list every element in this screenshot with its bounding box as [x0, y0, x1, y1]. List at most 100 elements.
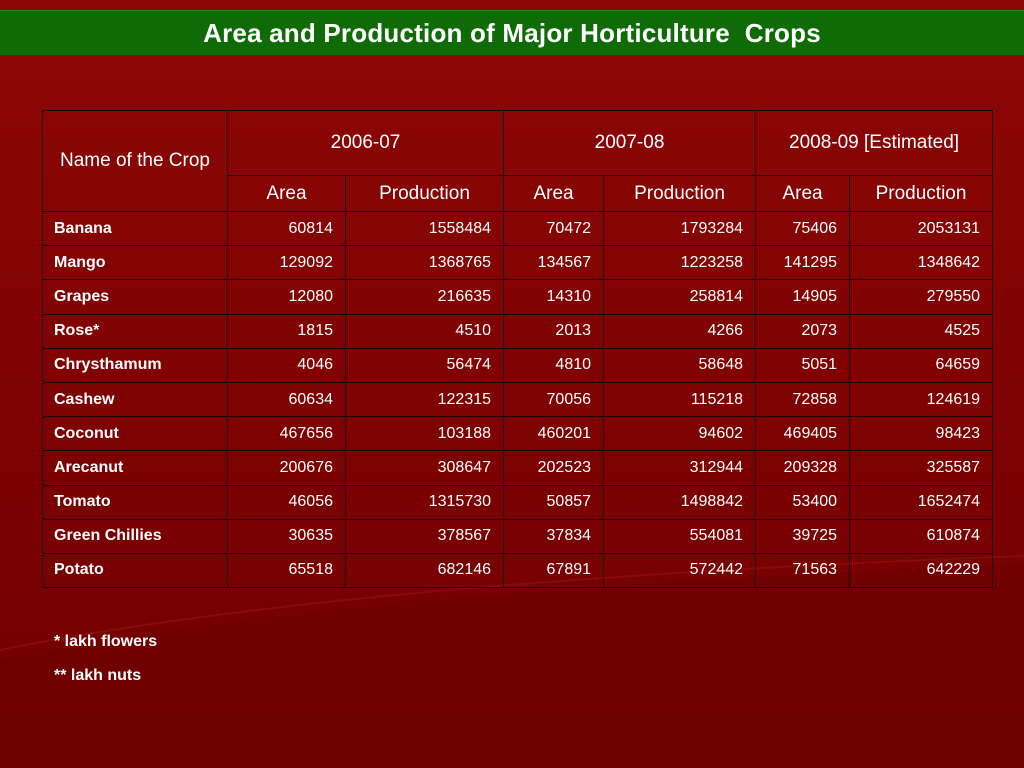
production-value-cell: 124619 — [849, 381, 994, 418]
slide-title: Area and Production of Major Horticultur… — [203, 17, 821, 48]
crop-name-cell: Mango — [42, 245, 228, 281]
production-value-cell: 554081 — [603, 518, 757, 554]
area-value-cell: 67891 — [503, 552, 605, 589]
area-value-cell: 72858 — [755, 381, 851, 418]
area-header: Area — [755, 175, 851, 212]
production-value-cell: 4510 — [344, 313, 505, 349]
production-value-cell: 572442 — [603, 552, 757, 589]
area-value-cell: 46056 — [227, 484, 346, 520]
production-value-cell: 1558484 — [344, 210, 505, 247]
production-value-cell: 1223258 — [603, 245, 757, 281]
production-value-cell: 216635 — [344, 279, 505, 315]
area-value-cell: 2073 — [755, 313, 851, 349]
production-value-cell: 103188 — [344, 416, 505, 452]
title-bar: Area and Production of Major Horticultur… — [0, 10, 1024, 56]
area-value-cell: 5051 — [755, 347, 851, 383]
table-row: Rose* 1815 4510 2013 4266 2073 4525 — [42, 313, 994, 349]
production-value-cell: 56474 — [344, 347, 505, 383]
area-value-cell: 14905 — [755, 279, 851, 315]
area-value-cell: 53400 — [755, 484, 851, 520]
area-value-cell: 2013 — [503, 313, 605, 349]
crop-name-cell: Cashew — [42, 381, 228, 418]
production-value-cell: 1315730 — [344, 484, 505, 520]
crop-name-cell: Coconut — [42, 416, 228, 452]
production-value-cell: 98423 — [849, 416, 994, 452]
area-value-cell: 12080 — [227, 279, 346, 315]
production-value-cell: 279550 — [849, 279, 994, 315]
production-value-cell: 58648 — [603, 347, 757, 383]
area-value-cell: 30635 — [227, 518, 346, 554]
table-row: Potato 65518 682146 67891 572442 71563 642229 — [42, 552, 994, 589]
production-value-cell: 64659 — [849, 347, 994, 383]
production-value-cell: 325587 — [849, 450, 994, 486]
crop-name-cell: Grapes — [42, 279, 228, 315]
area-value-cell: 50857 — [503, 484, 605, 520]
area-value-cell: 39725 — [755, 518, 851, 554]
area-value-cell: 37834 — [503, 518, 605, 554]
table-row: Chrysthamum 4046 56474 4810 58648 5051 64659 — [42, 347, 994, 383]
table-row: Mango 129092 1368765 134567 1223258 141295 134… — [42, 245, 994, 281]
area-value-cell: 60634 — [227, 381, 346, 418]
production-value-cell: 94602 — [603, 416, 757, 452]
area-value-cell: 75406 — [755, 210, 851, 247]
production-value-cell: 312944 — [603, 450, 757, 486]
year-header: 2008-09 [Estimated] — [755, 110, 994, 176]
area-value-cell: 71563 — [755, 552, 851, 589]
production-value-cell: 1652474 — [849, 484, 994, 520]
production-value-cell: 308647 — [344, 450, 505, 486]
table-row: Arecanut 200676 308647 202523 312944 209328 32… — [42, 450, 994, 486]
production-value-cell: 1348642 — [849, 245, 994, 281]
crop-name-cell: Arecanut — [42, 450, 228, 486]
production-value-cell: 4266 — [603, 313, 757, 349]
production-header: Production — [849, 175, 994, 212]
production-value-cell: 122315 — [344, 381, 505, 418]
production-value-cell: 378567 — [344, 518, 505, 554]
area-value-cell: 14310 — [503, 279, 605, 315]
area-value-cell: 141295 — [755, 245, 851, 281]
header-row-years: Name of the Crop 2006-07 2007-08 2008-09… — [42, 110, 994, 212]
crop-name-cell: Potato — [42, 552, 228, 589]
crop-name-header: Name of the Crop — [42, 110, 228, 212]
year-header: 2006-07 — [226, 110, 505, 176]
production-value-cell: 682146 — [344, 552, 505, 589]
area-value-cell: 65518 — [227, 552, 346, 589]
area-header: Area — [227, 175, 346, 212]
crop-name-cell: Chrysthamum — [42, 347, 228, 383]
production-value-cell: 1368765 — [344, 245, 505, 281]
table-row: Grapes 12080 216635 14310 258814 14905 279550 — [42, 279, 994, 315]
table-row: Green Chillies 30635 378567 37834 554081 3972… — [42, 518, 994, 554]
crop-name-cell: Green Chillies — [42, 518, 228, 554]
area-value-cell: 70056 — [503, 381, 605, 418]
area-value-cell: 60814 — [227, 210, 346, 247]
production-value-cell: 1793284 — [603, 210, 757, 247]
crop-name-cell: Rose* — [42, 313, 228, 349]
horticulture-table: Name of the Crop 2006-07 2007-08 2008-09… — [42, 110, 994, 589]
area-header: Area — [503, 175, 605, 212]
area-value-cell: 467656 — [227, 416, 346, 452]
area-value-cell: 209328 — [755, 450, 851, 486]
footnote-flowers: * lakh flowers — [54, 633, 158, 650]
area-value-cell: 202523 — [503, 450, 605, 486]
crop-name-cell: Banana — [42, 210, 228, 247]
table-body: Banana 60814 1558484 70472 1793284 75406 20531… — [42, 210, 994, 589]
production-value-cell: 258814 — [603, 279, 757, 315]
production-value-cell: 115218 — [603, 381, 757, 418]
production-value-cell: 2053131 — [849, 210, 994, 247]
production-header: Production — [603, 175, 757, 212]
header-row-metrics: Area Production Area Production Area Pro… — [43, 175, 994, 212]
area-value-cell: 1815 — [227, 313, 346, 349]
area-value-cell: 134567 — [503, 245, 605, 281]
area-value-cell: 200676 — [227, 450, 346, 486]
table-row: Banana 60814 1558484 70472 1793284 75406 20531… — [42, 210, 994, 247]
production-value-cell: 610874 — [849, 518, 994, 554]
area-value-cell: 4046 — [227, 347, 346, 383]
area-value-cell: 129092 — [227, 245, 346, 281]
area-value-cell: 70472 — [503, 210, 605, 247]
production-header: Production — [344, 175, 505, 212]
table-row: Tomato 46056 1315730 50857 1498842 53400 16524… — [42, 484, 994, 520]
production-value-cell: 1498842 — [603, 484, 757, 520]
area-value-cell: 469405 — [755, 416, 851, 452]
footnote-nuts: ** lakh nuts — [54, 667, 142, 684]
table-row: Cashew 60634 122315 70056 115218 72858 124619 — [42, 381, 994, 418]
production-value-cell: 4525 — [849, 313, 994, 349]
